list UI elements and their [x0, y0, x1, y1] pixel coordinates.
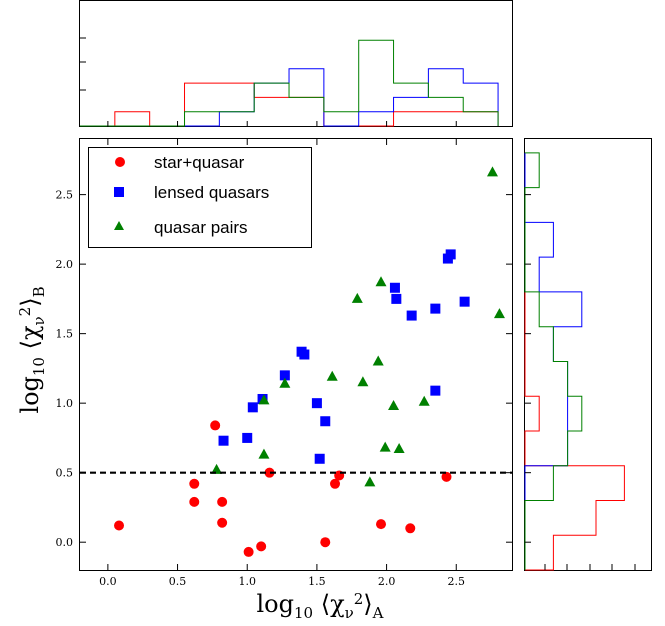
quasar-pairs-point	[364, 476, 376, 487]
star-quasar-point	[210, 420, 221, 431]
x-tick-label: 1.5	[308, 575, 326, 588]
quasar-pairs-point	[379, 441, 391, 452]
lensed-quasars-point	[299, 349, 310, 360]
main-scatter-panel: 0.0 0.5 1.0 1.5 2.0 2.5 0.0 0.5 1.0 1.5 2.0 2.5 sta…	[56, 37, 636, 588]
star-quasar-point	[114, 520, 125, 531]
lensed-quasars-point	[247, 402, 258, 413]
y-axis-title: log10 ⟨χν2⟩B	[16, 286, 48, 413]
x-tick-label: 0.0	[99, 575, 117, 588]
star-quasar-point	[320, 537, 331, 548]
lensed-quasars-point	[389, 282, 400, 293]
x-tick-label: 2.0	[378, 575, 396, 588]
x-axis-title: log10 ⟨χν2⟩A	[256, 590, 383, 622]
y-tick-label: 2.5	[56, 189, 74, 202]
y-tick-label: 2.0	[56, 258, 74, 271]
y-tick-label: 0.5	[56, 467, 74, 480]
top-histogram-panel	[79, 0, 513, 127]
legend-label-star-quasar: star+quasar	[154, 153, 245, 172]
legend-box	[88, 147, 312, 248]
x-tick-label: 1.0	[238, 575, 256, 588]
star-quasar-point	[376, 519, 387, 530]
legend-label-quasar-pairs: quasar pairs	[154, 218, 248, 237]
star-quasar-point	[330, 478, 341, 489]
star-quasar-point	[256, 541, 267, 552]
lensed-quasars-point	[218, 435, 229, 446]
legend: star+quasar lensed quasars quasar pairs	[88, 147, 312, 248]
star-quasar-point	[264, 467, 275, 478]
quasar-pairs-point	[393, 443, 405, 454]
lensed-quasars-point	[459, 296, 470, 307]
legend-marker-lensed-quasars	[114, 187, 124, 197]
star-quasar-point	[217, 517, 228, 528]
main-points	[114, 166, 505, 557]
legend-marker-star-quasar	[115, 157, 125, 167]
main-ticks: 0.0 0.5 1.0 1.5 2.0 2.5 0.0 0.5 1.0 1.5 2.0 2.5	[56, 37, 636, 588]
right-hist-quasar-pairs	[524, 152, 583, 570]
star-quasar-point	[441, 471, 452, 482]
lensed-quasars-point	[314, 453, 325, 464]
y-tick-label: 1.5	[56, 328, 74, 341]
right-histogram-panel	[524, 138, 652, 571]
quasar-pairs-point	[351, 292, 363, 303]
main-plot-frame	[79, 138, 513, 571]
star-quasar-point	[189, 478, 200, 489]
quasar-pairs-point	[418, 395, 430, 406]
quasar-pairs-point	[372, 355, 384, 366]
x-tick-label: 0.5	[169, 575, 187, 588]
legend-label-lensed-quasars: lensed quasars	[154, 183, 269, 202]
lensed-quasars-point	[279, 370, 290, 381]
quasar-pairs-point	[375, 276, 387, 287]
x-tick-label: 2.5	[448, 575, 466, 588]
star-quasar-point	[405, 523, 416, 534]
top-hist-quasar-pairs	[80, 39, 499, 127]
quasar-pairs-point	[486, 166, 498, 177]
lensed-quasars-point	[320, 416, 331, 427]
legend-marker-quasar-pairs	[114, 221, 124, 230]
quasar-pairs-point	[258, 448, 270, 459]
lensed-quasars-point	[430, 303, 441, 314]
quasar-pairs-point	[279, 377, 291, 388]
lensed-quasars-point	[311, 398, 322, 409]
top-histogram-frame	[79, 0, 513, 127]
lensed-quasars-point	[406, 310, 417, 321]
quasar-pairs-point	[357, 376, 369, 387]
right-histogram-frame	[524, 138, 652, 571]
star-quasar-point	[243, 546, 254, 557]
lensed-quasars-point	[242, 432, 253, 443]
y-tick-label: 1.0	[56, 397, 74, 410]
quasar-pairs-point	[211, 463, 223, 474]
lensed-quasars-point	[391, 293, 402, 304]
star-quasar-point	[189, 496, 200, 507]
quasar-pairs-point	[388, 399, 400, 410]
top-hist-star-quasar	[80, 82, 499, 127]
lensed-quasars-point	[430, 385, 441, 396]
y-tick-label: 0.0	[56, 536, 74, 549]
quasar-pairs-point	[258, 394, 270, 405]
quasar-pairs-point	[326, 370, 338, 381]
lensed-quasars-point	[445, 249, 456, 260]
right-hist-star-quasar	[524, 152, 625, 571]
quasar-pairs-point	[493, 308, 505, 319]
star-quasar-point	[217, 496, 228, 507]
